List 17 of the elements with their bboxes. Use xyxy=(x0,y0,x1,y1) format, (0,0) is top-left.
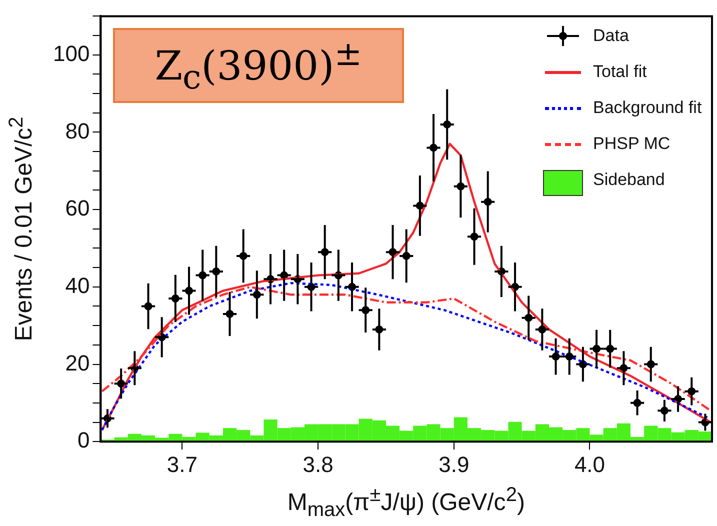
legend-label: Background fit xyxy=(593,98,702,118)
y-tick-label: 0 xyxy=(77,428,90,453)
y-tick-label: 40 xyxy=(65,272,90,298)
x-tick-label: 3.8 xyxy=(302,452,334,477)
x-axis-title: M$_{max}$(π$^{±}$J/ψ) (GeV/c$^{2}$) xyxy=(287,484,525,522)
y-tick-label: 100 xyxy=(52,40,90,66)
legend-label: Sideband xyxy=(593,170,665,190)
x-tick-label: 3.9 xyxy=(438,452,470,477)
y-tick-label: 60 xyxy=(65,196,90,221)
legend-label: Data xyxy=(593,26,629,46)
y-tick-label: 80 xyxy=(65,118,90,144)
legend-label: PHSP MC xyxy=(593,134,670,154)
x-tick-label: 4.0 xyxy=(574,452,606,477)
y-tick-label: 20 xyxy=(65,350,90,376)
x-tick-label: 3.7 xyxy=(166,452,198,477)
legend-label: Total fit xyxy=(593,62,647,82)
annotation: Z$_{c}$(3900)$^{±}$ xyxy=(112,28,404,103)
